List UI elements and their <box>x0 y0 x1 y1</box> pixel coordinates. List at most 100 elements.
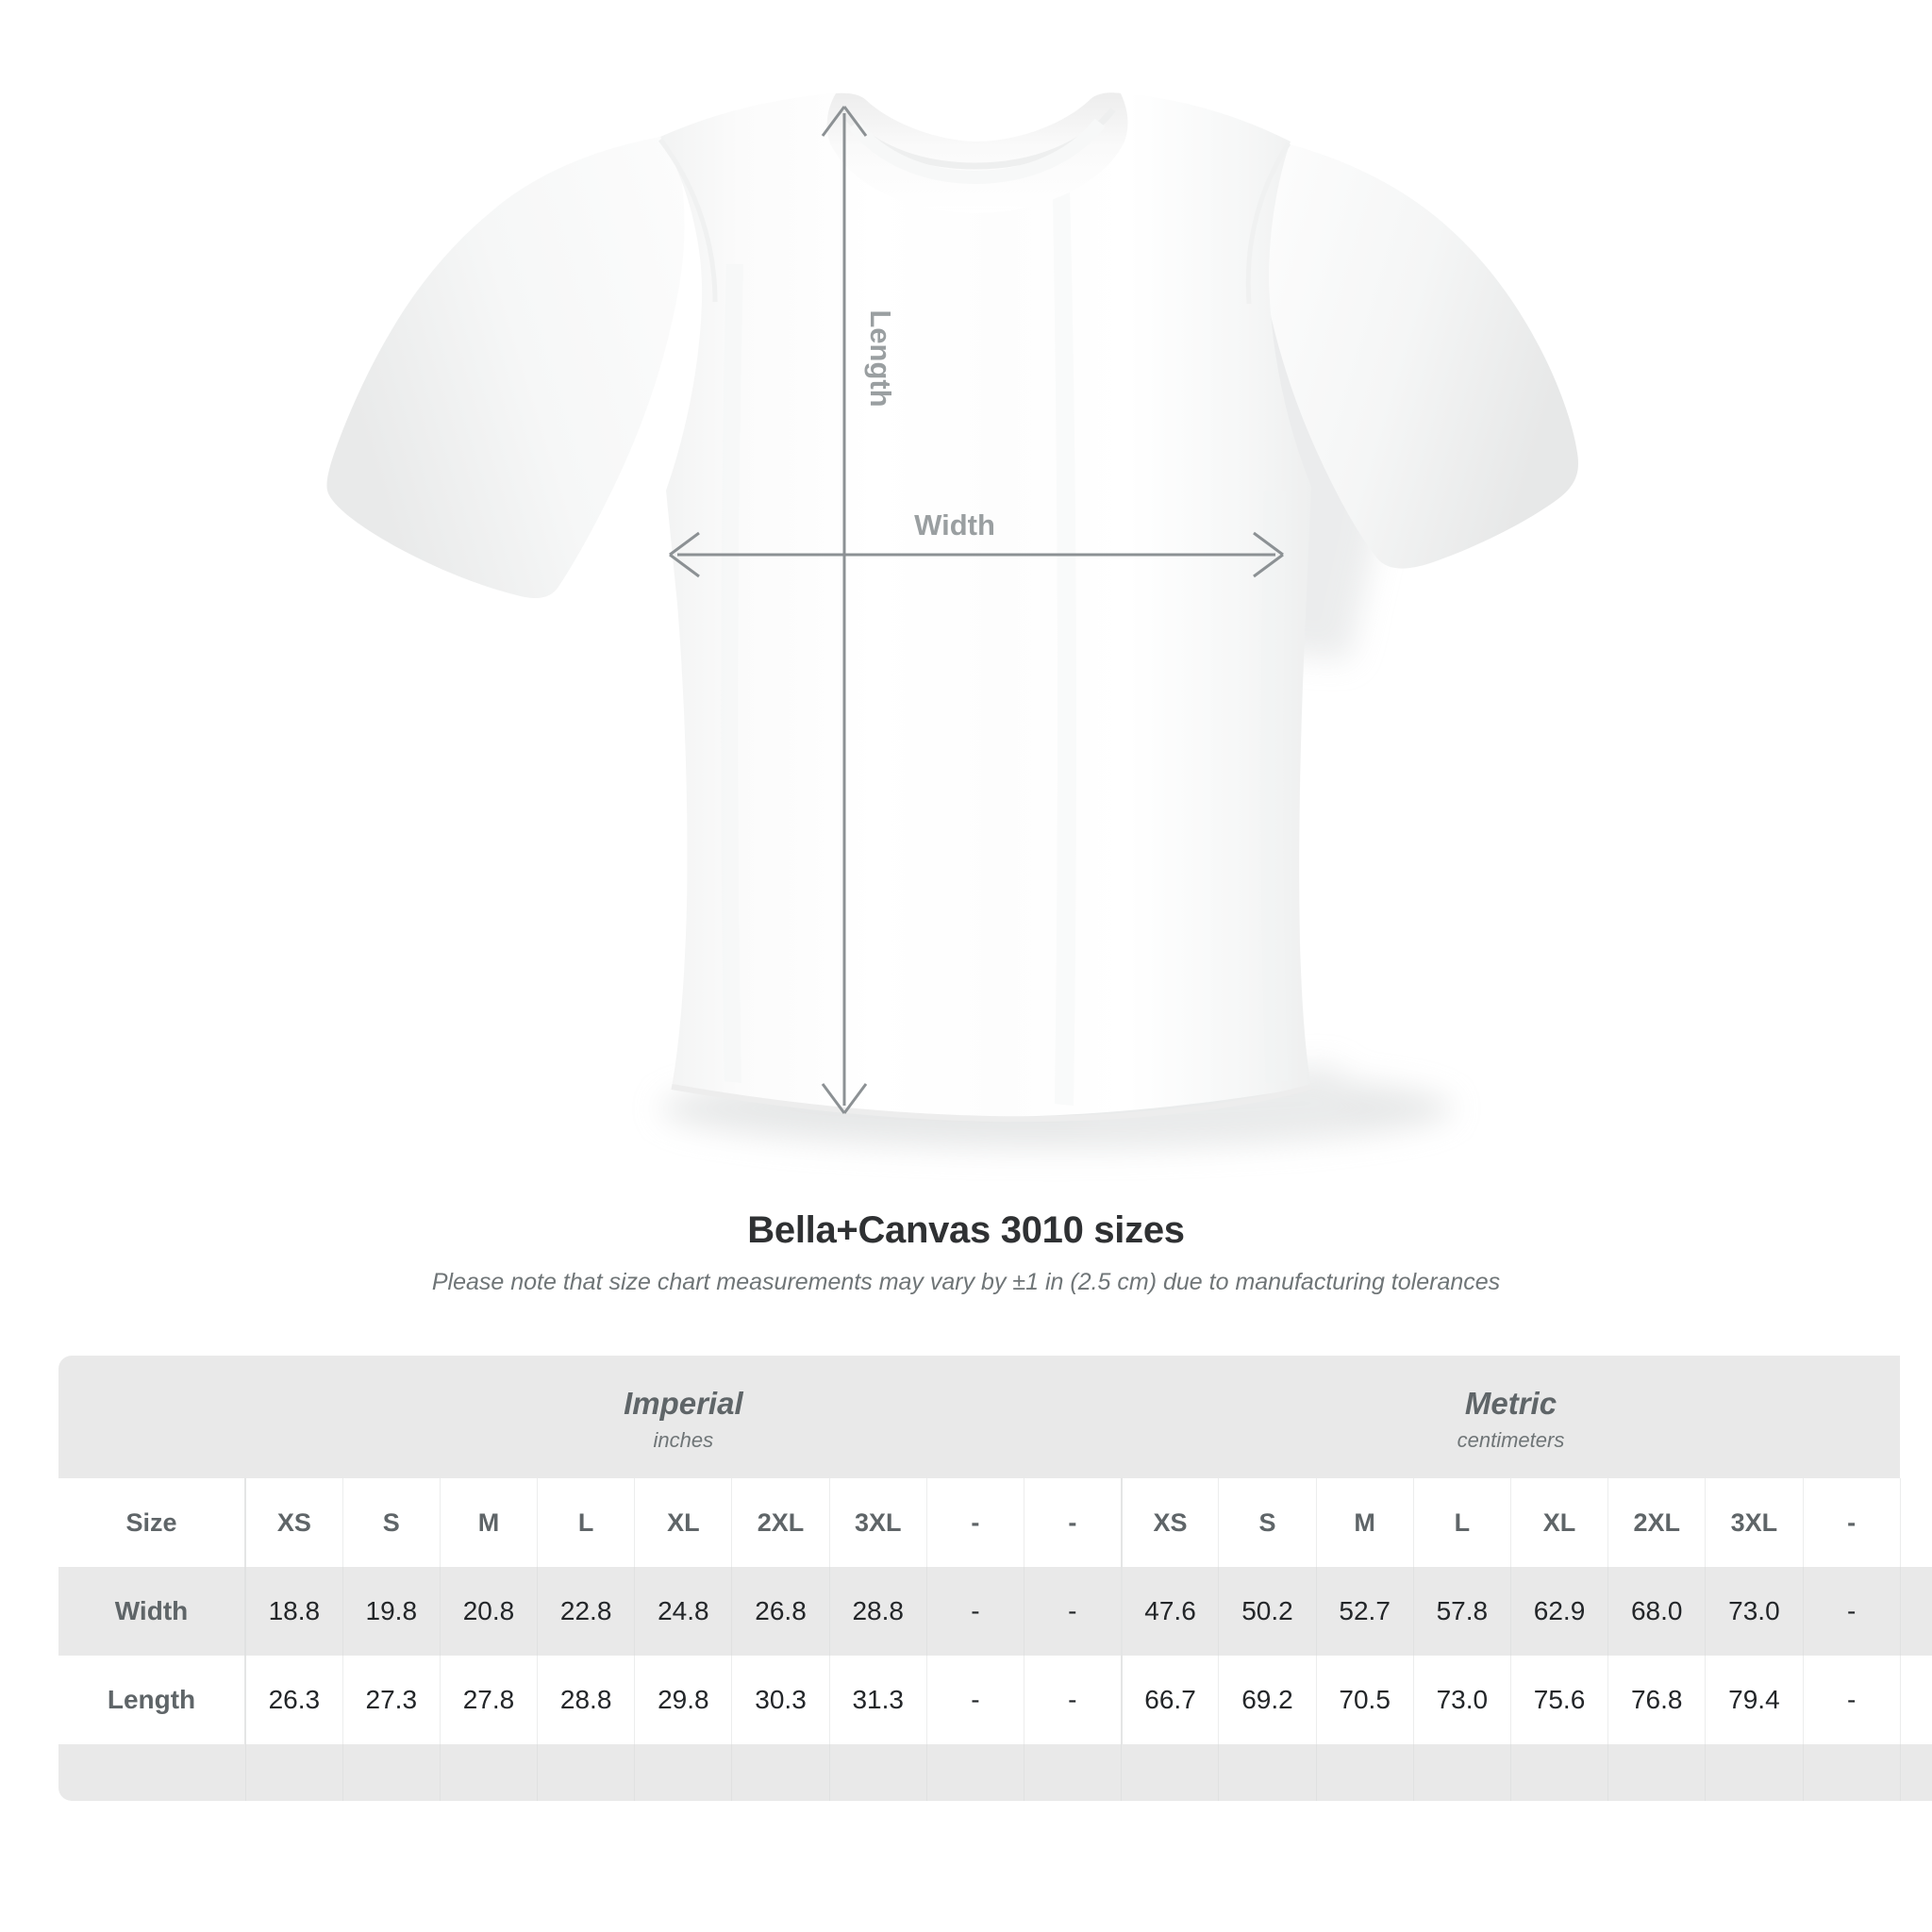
size-header-metric-blank-1: - <box>1803 1478 1901 1567</box>
footer-cell-14 <box>1510 1744 1609 1801</box>
footer-cell-8 <box>926 1744 1025 1801</box>
row-label-width: Width <box>58 1567 246 1656</box>
size-header-imperial-s: S <box>342 1478 441 1567</box>
width-imperial-blank-2: - <box>1024 1567 1123 1656</box>
width-imperial-2xl: 26.8 <box>731 1567 830 1656</box>
width-metric-s: 50.2 <box>1218 1567 1317 1656</box>
footer-cell-17 <box>1803 1744 1901 1801</box>
width-imperial-xs: 18.8 <box>245 1567 343 1656</box>
length-imperial-blank-2: - <box>1024 1656 1123 1744</box>
body-fold-shading <box>721 189 1289 1106</box>
size-header-imperial-blank-1: - <box>926 1478 1025 1567</box>
width-metric-blank-1: - <box>1803 1567 1901 1656</box>
length-imperial-2xl: 30.3 <box>731 1656 830 1744</box>
table-footer-row <box>58 1744 1932 1801</box>
unit-group-imperial-name: Imperial <box>624 1385 743 1421</box>
length-label: Length <box>864 309 897 407</box>
footer-cell-4 <box>537 1744 636 1801</box>
width-metric-xs: 47.6 <box>1120 1567 1220 1656</box>
size-header-metric-xl: XL <box>1510 1478 1609 1567</box>
width-metric-blank-2: - <box>1900 1567 1932 1656</box>
length-metric-blank-2: - <box>1900 1656 1932 1744</box>
length-imperial-s: 27.3 <box>342 1656 441 1744</box>
table-row: Length 26.3 27.3 27.8 28.8 29.8 30.3 31.… <box>58 1656 1932 1744</box>
width-imperial-xl: 24.8 <box>634 1567 733 1656</box>
width-arrow-head-right-2 <box>1253 553 1284 578</box>
table-row: Width 18.8 19.8 20.8 22.8 24.8 26.8 28.8… <box>58 1567 1932 1656</box>
tshirt-body <box>660 92 1311 1118</box>
size-header-imperial-blank-2: - <box>1024 1478 1123 1567</box>
row-label-length: Length <box>58 1656 246 1744</box>
size-header-imperial-xl: XL <box>634 1478 733 1567</box>
length-metric-xs: 66.7 <box>1120 1656 1220 1744</box>
length-metric-3xl: 79.4 <box>1705 1656 1804 1744</box>
left-shoulder-seam <box>658 138 718 303</box>
footer-cell-6 <box>731 1744 830 1801</box>
width-imperial-l: 22.8 <box>537 1567 636 1656</box>
length-imperial-3xl: 31.3 <box>829 1656 927 1744</box>
width-imperial-s: 19.8 <box>342 1567 441 1656</box>
width-metric-3xl: 73.0 <box>1705 1567 1804 1656</box>
length-metric-s: 69.2 <box>1218 1656 1317 1744</box>
garment-illustration: Length Width <box>326 92 1578 1148</box>
width-imperial-blank-1: - <box>926 1567 1025 1656</box>
footer-cell-1 <box>245 1744 343 1801</box>
width-label: Width <box>914 508 995 541</box>
collar-ribbing <box>848 118 1106 185</box>
footer-cell-3 <box>440 1744 539 1801</box>
size-header-row: Size XS S M L XL 2XL 3XL - - XS S M L XL… <box>58 1478 1932 1567</box>
length-metric-l: 73.0 <box>1413 1656 1511 1744</box>
tshirt-right-sleeve <box>1257 141 1578 569</box>
unit-group-imperial: Imperial inches <box>245 1356 1122 1478</box>
footer-cell-11 <box>1218 1744 1317 1801</box>
width-metric-m: 52.7 <box>1316 1567 1414 1656</box>
tolerance-note: Please note that size chart measurements… <box>431 1269 1501 1295</box>
unit-group-row: Imperial inches Metric centimeters <box>58 1356 1932 1478</box>
width-arrow-head-right <box>1253 531 1284 557</box>
chart-caption: Bella+Canvas 3010 sizes Please note that… <box>0 1209 1932 1296</box>
tshirt-left-sleeve <box>326 136 685 599</box>
length-arrow-head-top <box>821 106 846 137</box>
size-header-metric-3xl: 3XL <box>1705 1478 1804 1567</box>
size-header-metric-blank-2: - <box>1900 1478 1932 1567</box>
width-arrow-head-left-2 <box>669 553 700 578</box>
length-arrow-head-top-2 <box>842 106 868 137</box>
size-header-metric-2xl: 2XL <box>1607 1478 1707 1567</box>
unit-group-metric-sub: centimeters <box>1457 1427 1565 1452</box>
footer-cell-12 <box>1316 1744 1414 1801</box>
width-metric-l: 57.8 <box>1413 1567 1511 1656</box>
width-imperial-m: 20.8 <box>440 1567 539 1656</box>
width-imperial-3xl: 28.8 <box>829 1567 927 1656</box>
size-header-imperial-m: M <box>440 1478 539 1567</box>
size-header-imperial-3xl: 3XL <box>829 1478 927 1567</box>
length-metric-2xl: 76.8 <box>1607 1656 1707 1744</box>
footer-cell-15 <box>1607 1744 1707 1801</box>
footer-cell-5 <box>634 1744 733 1801</box>
right-shoulder-seam <box>1245 142 1291 305</box>
size-chart-table: Imperial inches Metric centimeters Size … <box>58 1356 1932 1801</box>
size-header-metric-s: S <box>1218 1478 1317 1567</box>
length-imperial-blank-1: - <box>926 1656 1025 1744</box>
width-arrow-head-left <box>669 531 700 557</box>
size-header-imperial-2xl: 2XL <box>731 1478 830 1567</box>
unit-group-imperial-sub: inches <box>653 1427 714 1452</box>
footer-cell-9 <box>1024 1744 1123 1801</box>
size-header-metric-l: L <box>1413 1478 1511 1567</box>
size-header-metric-xs: XS <box>1120 1478 1220 1567</box>
length-imperial-m: 27.8 <box>440 1656 539 1744</box>
footer-cell-label <box>58 1744 246 1801</box>
size-header-imperial-xs: XS <box>245 1478 343 1567</box>
footer-cell-16 <box>1705 1744 1804 1801</box>
width-metric-2xl: 68.0 <box>1607 1567 1707 1656</box>
footer-cell-7 <box>829 1744 927 1801</box>
length-metric-blank-1: - <box>1803 1656 1901 1744</box>
length-arrow-head-bottom <box>821 1083 846 1114</box>
footer-cell-2 <box>342 1744 441 1801</box>
length-arrow-head-bottom-2 <box>842 1083 868 1114</box>
unit-row-corner <box>58 1356 245 1478</box>
length-imperial-xl: 29.8 <box>634 1656 733 1744</box>
unit-group-metric-name: Metric <box>1464 1385 1557 1421</box>
footer-cell-18 <box>1900 1744 1932 1801</box>
footer-cell-10 <box>1121 1744 1220 1801</box>
